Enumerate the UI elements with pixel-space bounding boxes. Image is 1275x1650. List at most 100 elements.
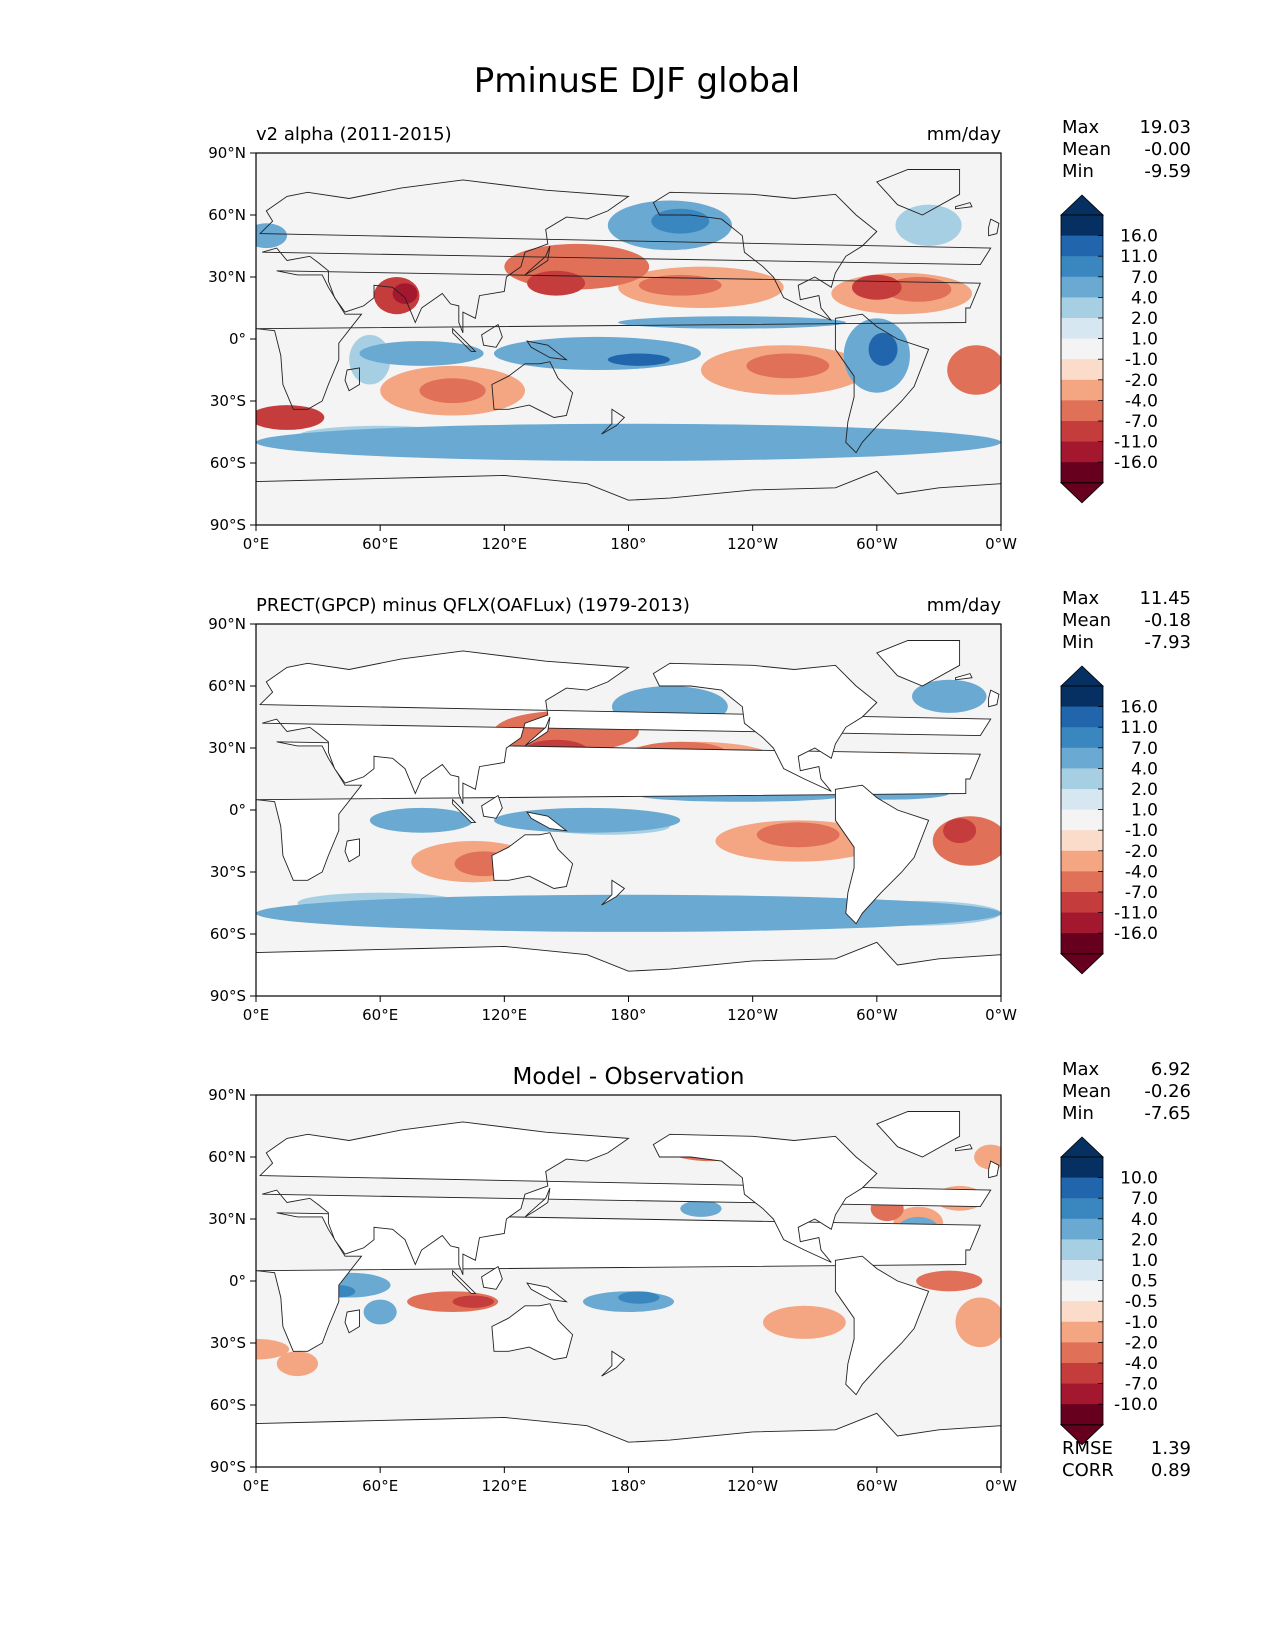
coastline [491,1303,574,1360]
footer-stat-label: RMSE [1062,1438,1113,1459]
coastline [491,361,574,418]
contour-region [680,1200,722,1217]
coastline [256,270,981,410]
panel-center-title: Model - Observation [512,1064,744,1090]
colorbar-tick-label: -1.0 [1125,821,1158,841]
coastline [988,218,1000,237]
lat-tick-label: 60°S [210,925,246,943]
lon-tick-label: 120°E [482,1477,528,1495]
colorbar-segment [1061,933,1103,955]
colorbar-outline [1060,214,1104,484]
colorbar-tick-label: -2.0 [1125,371,1158,391]
colorbar-tick-label: 7.0 [1131,739,1158,759]
lat-tick-label: 90°S [210,516,246,534]
contour-region [359,341,484,366]
map-panel-3: 0°E 60°E 120°E 180° 120°W 60°W 0°W 90°N 60°N 30°N… [208,1059,1191,1495]
contour-field [256,624,1001,996]
colorbar-tick-label: 7.0 [1131,1189,1158,1209]
coastline [259,1121,992,1275]
colorbar-tick-label: 0.5 [1131,1272,1158,1292]
contour-field [256,153,1001,525]
colorbar-segment [1061,297,1103,319]
colorbar-segment [1061,462,1103,484]
coastline [259,179,992,333]
coastline [955,673,973,681]
lat-tick-label: 60°N [208,206,246,224]
colorbar-tick-label: -1.0 [1125,350,1158,370]
panel-left-title: v2 alpha (2011-2015) [256,124,452,145]
colorbar-tick-label: -4.0 [1125,391,1158,411]
colorbar-extend-top [1060,1136,1104,1158]
contour-region [607,353,670,366]
colorbar-extend-top [1060,194,1104,216]
colorbar-segment [1061,809,1103,831]
contour-region [493,336,701,370]
colorbar-tick-label: -1.0 [1125,1313,1158,1333]
colorbar: 16.011.07.04.02.01.0-1.0-2.0-4.0-7.0-11.… [1060,194,1158,504]
contour-region [947,345,1001,395]
map-panel-1: 0°E 60°E 120°E 180° 120°W 60°W 0°W 90°N 60°N 30°N… [208,117,1191,553]
stat-label: Mean [1062,139,1111,160]
lon-tick-label: 60°W [856,535,898,553]
colorbar-outline [1060,685,1104,955]
colorbar: 16.011.07.04.02.01.0-1.0-2.0-4.0-7.0-11.… [1060,665,1158,975]
panels: 0°E 60°E 120°E 180° 120°W 60°W 0°W 90°N 60°N 30°N… [208,117,1191,1495]
lon-tick-label: 120°W [727,1006,778,1024]
colorbar-segment [1061,1301,1103,1323]
colorbar-segment [1061,830,1103,852]
colorbar-segment [1061,747,1103,769]
coastline [344,1309,360,1334]
coastline [526,1282,568,1303]
colorbar-segment [1061,1177,1103,1199]
coastline [988,1160,1000,1179]
colorbar-segment [1061,1280,1103,1302]
coastline [526,340,568,361]
colorbar-tick-label: 1.0 [1131,801,1158,821]
coastline [834,1255,930,1396]
coastline [834,784,930,925]
contour-region [943,818,977,844]
lon-tick-label: 180° [610,1006,646,1024]
stat-label: Min [1062,1103,1094,1124]
lat-tick-label: 30°N [208,268,246,286]
lat-tick-label: 60°S [210,454,246,472]
coastline [524,245,551,276]
colorbar-segment [1061,359,1103,381]
colorbar-segment [1061,338,1103,360]
colorbar-tick-label: -11.0 [1114,433,1158,453]
colorbar-tick-label: -4.0 [1125,1354,1158,1374]
coastline [652,191,878,321]
coastline [481,323,503,348]
colorbar-tick-label: -16.0 [1114,924,1158,944]
panel-units: mm/day [927,595,1002,616]
coastline [601,879,626,906]
coastline [652,1133,878,1263]
colorbar-extend-bottom [1060,953,1104,975]
contour-field [256,1095,1001,1467]
lat-tick-label: 0° [229,330,246,348]
lat-tick-label: 60°S [210,1396,246,1414]
lat-tick-label: 30°S [210,863,246,881]
lon-tick-label: 60°E [362,1006,398,1024]
figure-title: PminusE DJF global [474,61,800,101]
lat-tick-label: 90°N [208,1086,246,1104]
coastline [876,640,961,687]
lon-tick-label: 60°W [856,1006,898,1024]
stat-label: Max [1062,588,1100,609]
coastline [601,408,626,435]
coastline [344,367,360,392]
colorbar-tick-label: -7.0 [1125,412,1158,432]
panel-units: mm/day [927,124,1002,145]
lat-tick-label: 90°N [208,615,246,633]
lat-tick-label: 90°N [208,144,246,162]
coastline [452,327,477,352]
colorbar-segment [1061,1218,1103,1240]
lat-tick-label: 60°N [208,677,246,695]
colorbar-tick-label: -7.0 [1125,883,1158,903]
lat-tick-label: 30°S [210,1334,246,1352]
contour-region [651,208,710,234]
colorbar-tick-label: -11.0 [1114,904,1158,924]
coastline [256,941,1001,996]
contour-region [618,316,846,329]
